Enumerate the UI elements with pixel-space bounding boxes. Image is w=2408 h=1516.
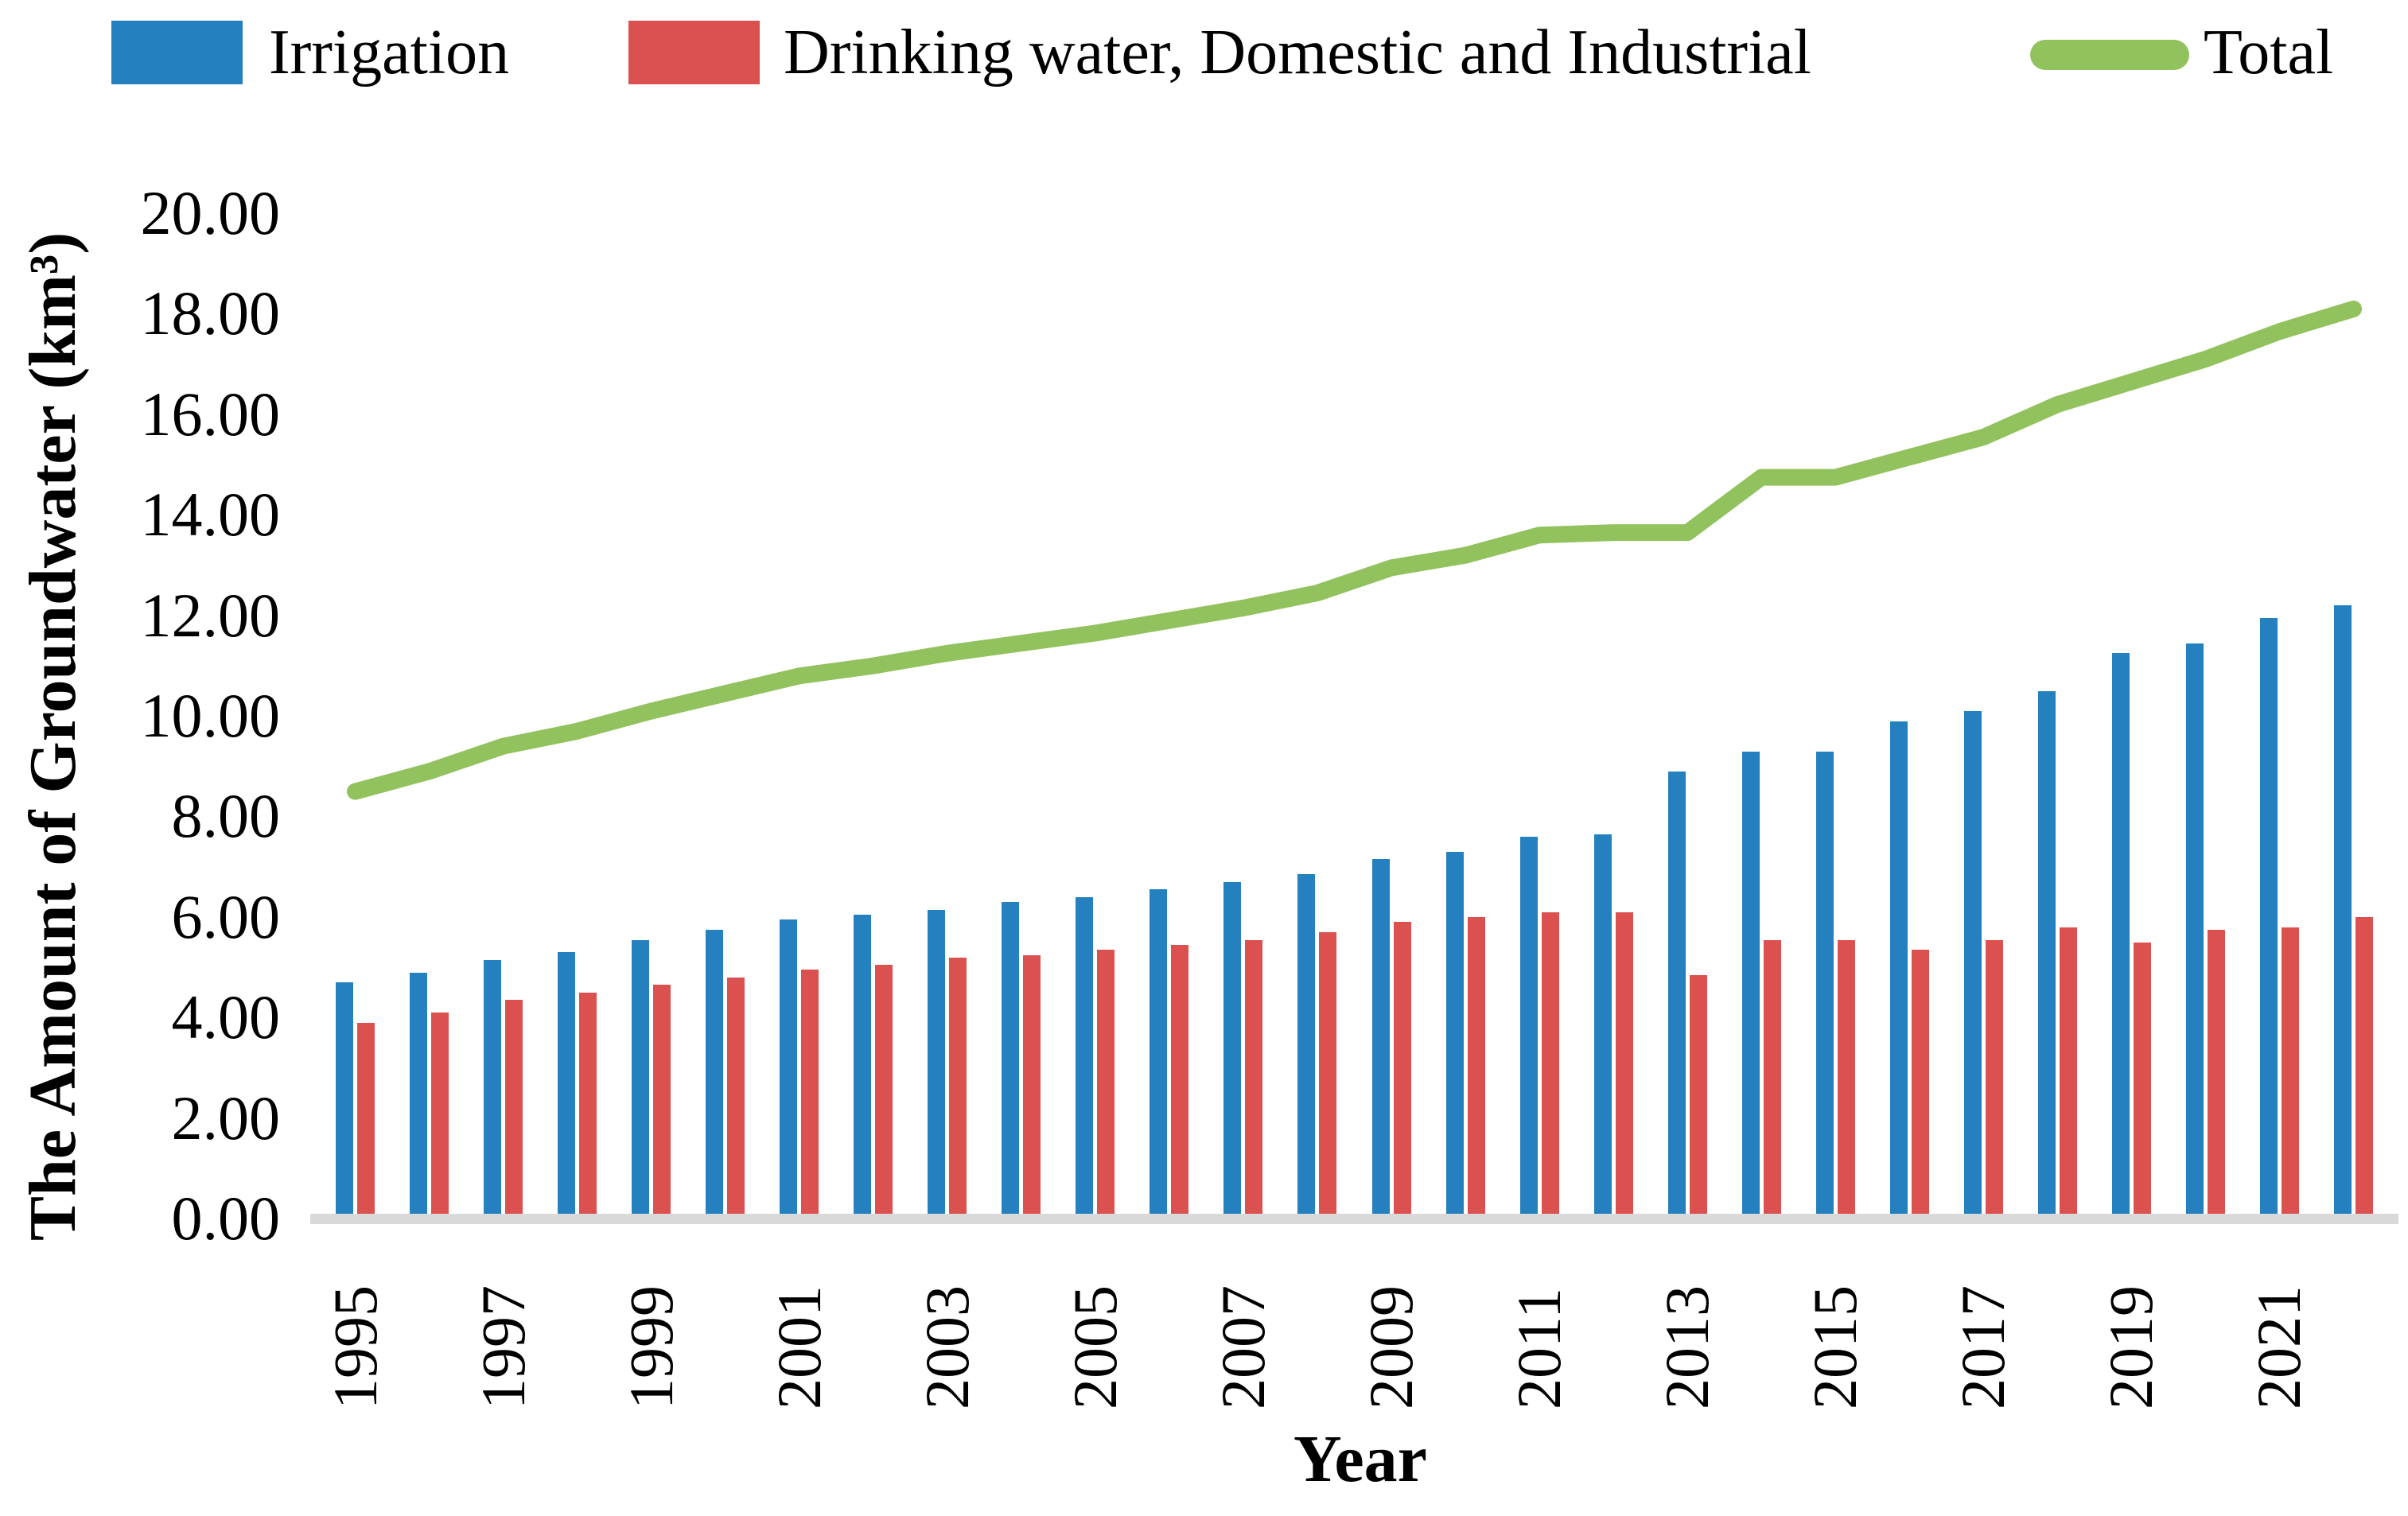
drinking-water-bar-2008 (1319, 932, 1337, 1214)
irrigation-bar-2009 (1371, 859, 1390, 1214)
irrigation-bar-2020 (2185, 643, 2204, 1214)
total-legend-label: Total (2204, 17, 2334, 87)
drinking-water-bar-1999 (653, 985, 671, 1214)
x-tick-label-2011: 2011 (1504, 1287, 1574, 1409)
drinking-water-bar-2019 (2133, 942, 2151, 1214)
y-tick-label-20.00: 20.00 (140, 178, 281, 247)
irrigation-legend-label: Irrigation (269, 17, 510, 87)
drinking-water-bar-2011 (1541, 912, 1559, 1214)
x-tick-label-2007: 2007 (1208, 1285, 1278, 1409)
drinking-water-bar-1995 (357, 1022, 375, 1214)
drinking-legend-swatch (628, 21, 760, 84)
x-tick-label-2003: 2003 (912, 1285, 982, 1409)
irrigation-bar-2006 (1150, 889, 1168, 1214)
irrigation-bar-1997 (484, 959, 502, 1214)
irrigation-bar-2021 (2259, 618, 2278, 1214)
drinking-water-bar-2007 (1245, 939, 1263, 1214)
x-tick-label-2015: 2015 (1800, 1285, 1870, 1409)
irrigation-bar-2007 (1223, 881, 1242, 1214)
y-tick-label-12.00: 12.00 (140, 580, 281, 650)
irrigation-bar-1999 (632, 939, 650, 1214)
irrigation-bar-2018 (2037, 690, 2056, 1214)
total-legend-line-swatch (2030, 40, 2189, 70)
irrigation-bar-2002 (854, 914, 872, 1214)
x-axis-baseline (310, 1214, 2398, 1224)
y-tick-label-18.00: 18.00 (140, 278, 281, 348)
drinking-water-bar-2002 (875, 965, 893, 1214)
irrigation-bar-2011 (1519, 837, 1538, 1214)
irrigation-bar-2014 (1741, 751, 1760, 1214)
irrigation-bar-1995 (336, 982, 354, 1214)
x-tick-label-1995: 1995 (320, 1285, 390, 1409)
irrigation-bar-2019 (2111, 653, 2130, 1214)
drinking-water-bar-2020 (2207, 929, 2225, 1214)
y-tick-label-10.00: 10.00 (140, 681, 281, 750)
irrigation-bar-2004 (1002, 902, 1020, 1214)
drinking-water-bar-1996 (431, 1013, 449, 1214)
drinking-water-bar-2004 (1023, 954, 1041, 1214)
irrigation-bar-2012 (1593, 834, 1612, 1214)
drinking-water-bar-2018 (2059, 927, 2077, 1214)
x-tick-label-2005: 2005 (1060, 1285, 1130, 1409)
drinking-water-bar-2010 (1467, 917, 1485, 1214)
drinking-water-bar-2009 (1393, 922, 1411, 1214)
x-tick-label-1997: 1997 (468, 1285, 538, 1409)
drinking-water-bar-2006 (1171, 944, 1189, 1214)
drinking-water-bar-2001 (801, 970, 819, 1214)
drinking-legend-label: Drinking water, Domestic and Industrial (784, 17, 1812, 87)
x-axis-title: Year (1293, 1422, 1427, 1496)
drinking-water-bar-2021 (2281, 927, 2299, 1214)
drinking-water-bar-1998 (579, 992, 597, 1214)
irrigation-bar-2015 (1815, 751, 1834, 1214)
irrigation-bar-2005 (1076, 896, 1094, 1214)
drinking-water-bar-2017 (1985, 939, 2003, 1214)
y-tick-label-16.00: 16.00 (140, 379, 281, 449)
y-tick-label-0.00: 0.00 (171, 1184, 281, 1253)
irrigation-bar-2000 (706, 929, 724, 1214)
drinking-water-bar-2022 (2355, 917, 2373, 1214)
x-tick-label-2019: 2019 (2096, 1285, 2166, 1409)
drinking-water-bar-2015 (1837, 939, 1855, 1214)
drinking-water-bar-2014 (1763, 939, 1781, 1214)
irrigation-legend-swatch (111, 21, 243, 84)
x-tick-label-2001: 2001 (764, 1285, 834, 1409)
irrigation-bar-2022 (2333, 605, 2352, 1214)
irrigation-bar-2016 (1889, 721, 1908, 1214)
x-tick-label-2017: 2017 (1948, 1285, 2018, 1409)
irrigation-bar-2017 (1963, 711, 1982, 1214)
drinking-water-bar-2003 (949, 957, 967, 1214)
x-tick-label-2013: 2013 (1652, 1285, 1722, 1409)
drinking-water-bar-2005 (1097, 950, 1115, 1214)
irrigation-bar-2001 (780, 919, 798, 1214)
x-tick-label-1999: 1999 (616, 1285, 686, 1409)
irrigation-bar-1998 (558, 952, 576, 1214)
irrigation-bar-1996 (410, 972, 428, 1214)
drinking-water-bar-2000 (727, 977, 745, 1214)
irrigation-bar-2003 (928, 909, 946, 1214)
drinking-water-bar-2016 (1911, 950, 1929, 1214)
x-tick-label-2021: 2021 (2244, 1285, 2314, 1409)
irrigation-bar-2010 (1445, 851, 1464, 1214)
y-tick-label-4.00: 4.00 (171, 982, 281, 1052)
drinking-water-bar-2013 (1689, 974, 1707, 1214)
irrigation-bar-2013 (1667, 771, 1686, 1214)
drinking-water-bar-1997 (505, 1000, 523, 1214)
y-tick-label-14.00: 14.00 (140, 480, 281, 550)
x-tick-label-2009: 2009 (1356, 1285, 1426, 1409)
y-tick-label-2.00: 2.00 (171, 1083, 281, 1153)
y-tick-label-8.00: 8.00 (171, 781, 281, 851)
total-line (347, 300, 2362, 800)
y-tick-label-6.00: 6.00 (171, 881, 281, 951)
drinking-water-bar-2012 (1615, 912, 1633, 1214)
irrigation-bar-2008 (1297, 874, 1316, 1214)
